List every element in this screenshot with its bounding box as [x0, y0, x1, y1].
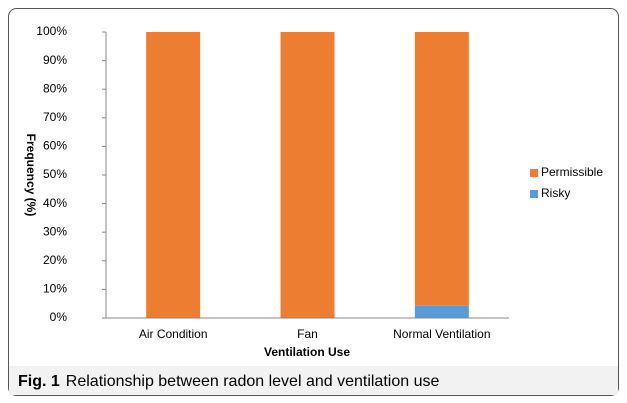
legend-swatch	[530, 169, 538, 177]
bar-segment	[280, 32, 335, 318]
y-tick-label: 0%	[50, 310, 68, 324]
y-tick-label: 50%	[43, 167, 67, 181]
y-tick-label: 30%	[43, 224, 67, 238]
bar-segment	[414, 32, 469, 306]
x-axis-title: Ventilation Use	[264, 345, 350, 359]
caption-label: Fig. 1	[18, 373, 60, 390]
y-axis-title: Frequency (%)	[24, 134, 38, 217]
y-tick-label: 80%	[43, 81, 67, 95]
bar-segment	[146, 32, 201, 318]
x-tick-label: Normal Ventilation	[393, 327, 490, 341]
y-tick-label: 70%	[43, 110, 67, 124]
y-tick-label: 90%	[43, 53, 67, 67]
legend-label: Permissible	[541, 165, 603, 179]
caption-band	[9, 366, 618, 395]
caption: Fig. 1 Relationship between radon level a…	[18, 373, 439, 390]
y-tick-label: 20%	[43, 253, 67, 267]
x-tick-label: Fan	[297, 327, 318, 341]
legend-swatch	[530, 190, 538, 198]
bar-segment	[414, 305, 469, 318]
x-tick-label: Air Condition	[139, 327, 208, 341]
y-tick-label: 10%	[43, 282, 67, 296]
y-tick-label: 100%	[36, 24, 67, 38]
y-tick-label: 40%	[43, 196, 67, 210]
caption-text: Relationship between radon level and ven…	[66, 373, 440, 390]
y-tick-label: 60%	[43, 139, 67, 153]
legend-label: Risky	[541, 186, 570, 200]
